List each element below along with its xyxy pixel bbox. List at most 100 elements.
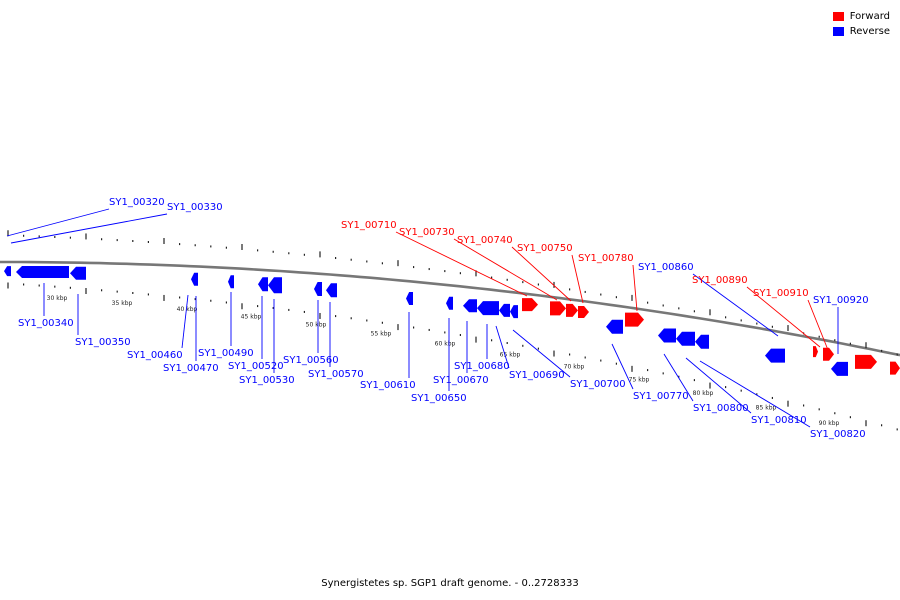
forward-gene-arrow (566, 303, 578, 317)
forward-gene-arrow (522, 298, 538, 312)
leader-line (453, 238, 558, 301)
legend: Forward Reverse (832, 9, 890, 39)
reverse-gene-arrow (191, 272, 198, 286)
leader-line (807, 299, 829, 351)
kbp-label: 45 kbp (241, 313, 262, 320)
leader-line (511, 246, 572, 302)
gene-label: SY1_00700 (570, 379, 626, 390)
gene-label: SY1_00910 (753, 288, 809, 299)
reverse-gene-arrow (4, 266, 11, 277)
leader-line (6, 208, 110, 237)
gene-label: SY1_00490 (198, 348, 254, 359)
legend-forward: Forward (832, 9, 890, 24)
kbp-label: 35 kbp (112, 300, 133, 307)
kbp-label: 65 kbp (500, 352, 521, 359)
reverse-gene-arrow (676, 331, 695, 346)
reverse-gene-arrow (499, 303, 510, 317)
reverse-gene-arrow (510, 305, 518, 319)
gene-label: SY1_00460 (127, 350, 183, 361)
leader-line (611, 343, 634, 390)
forward-gene-arrow (823, 347, 834, 361)
reverse-gene-arrow (477, 301, 499, 316)
reverse-swatch (832, 27, 844, 36)
kbp-label: 75 kbp (629, 376, 650, 383)
gene-label: SY1_00670 (433, 375, 489, 386)
gene-label: SY1_00680 (454, 361, 510, 372)
legend-forward-label: Forward (849, 11, 890, 22)
kbp-label: 50 kbp (306, 321, 327, 328)
leader-line (181, 294, 189, 349)
gene-label: SY1_00320 (109, 197, 165, 208)
gene-label: SY1_00730 (399, 227, 455, 238)
gene-label: SY1_00610 (360, 380, 416, 391)
gene-label: SY1_00710 (341, 220, 397, 231)
leader-line (571, 254, 584, 304)
leader-line (632, 264, 638, 312)
legend-reverse-label: Reverse (849, 26, 890, 37)
forward-gene-arrow (890, 361, 900, 375)
forward-gene-arrow (550, 301, 566, 316)
legend-reverse: Reverse (832, 24, 890, 39)
reverse-gene-arrow (446, 296, 453, 310)
reverse-gene-arrow (268, 277, 282, 294)
reverse-gene-arrow (463, 299, 477, 313)
gene-label: SY1_00770 (633, 391, 689, 402)
gene-label: SY1_00530 (239, 375, 295, 386)
forward-gene-arrow (578, 305, 589, 318)
genome-caption: Synergistetes sp. SGP1 draft genome. - 0… (321, 578, 579, 589)
reverse-gene-arrow (314, 281, 322, 296)
leader-line (663, 353, 694, 402)
gene-label: SY1_00750 (517, 243, 573, 254)
reverse-gene-arrow (658, 328, 676, 343)
reverse-gene-arrow (16, 266, 69, 279)
reverse-gene-arrow (606, 319, 623, 334)
gene-label: SY1_00520 (228, 361, 284, 372)
reverse-gene-arrow (228, 275, 234, 289)
kbp-label: 30 kbp (47, 295, 68, 302)
forward-gene-arrow (813, 346, 818, 358)
reverse-gene-arrow (765, 348, 785, 363)
gene-label: SY1_00740 (457, 235, 513, 246)
gene-label: SY1_00560 (283, 355, 339, 366)
forward-gene-arrow (625, 312, 644, 327)
kbp-label: 70 kbp (564, 363, 585, 370)
gene-label: SY1_00810 (751, 415, 807, 426)
gene-label: SY1_00920 (813, 295, 869, 306)
gene-arrows (4, 266, 900, 376)
gene-label: SY1_00470 (163, 363, 219, 374)
gene-label: SY1_00800 (693, 403, 749, 414)
kbp-label: 40 kbp (177, 306, 198, 313)
leader-line (746, 286, 821, 348)
gene-label: SY1_00890 (692, 275, 748, 286)
label-leader-lines (6, 208, 839, 428)
leader-line (692, 273, 779, 337)
gene-label: SY1_00780 (578, 253, 634, 264)
kbp-label: 80 kbp (693, 390, 714, 397)
leader-line (495, 325, 510, 369)
kbp-label: 60 kbp (435, 340, 456, 347)
forward-swatch (832, 12, 844, 21)
reverse-gene-arrow (258, 277, 268, 292)
gene-label: SY1_00690 (509, 370, 565, 381)
gene-label: SY1_00860 (638, 262, 694, 273)
gene-label: SY1_00330 (167, 202, 223, 213)
leader-line (395, 231, 528, 297)
gene-label: SY1_00650 (411, 393, 467, 404)
leader-line (512, 329, 571, 378)
leader-line (685, 357, 752, 414)
reverse-gene-arrow (406, 291, 413, 305)
reverse-gene-arrow (831, 361, 848, 376)
leader-line (10, 213, 168, 244)
reverse-gene-arrow (695, 334, 709, 349)
gene-label: SY1_00570 (308, 369, 364, 380)
kbp-label: 85 kbp (756, 404, 777, 411)
tick-marks (7, 230, 898, 431)
leader-line (699, 360, 811, 428)
gene-label: SY1_00350 (75, 337, 131, 348)
gene-label: SY1_00820 (810, 429, 866, 440)
kbp-tick-labels: 30 kbp 35 kbp 40 kbp 45 kbp 50 kbp 55 kbp 60 k… (47, 295, 840, 427)
reverse-gene-arrow (326, 283, 337, 298)
backbone-line (0, 260, 900, 357)
